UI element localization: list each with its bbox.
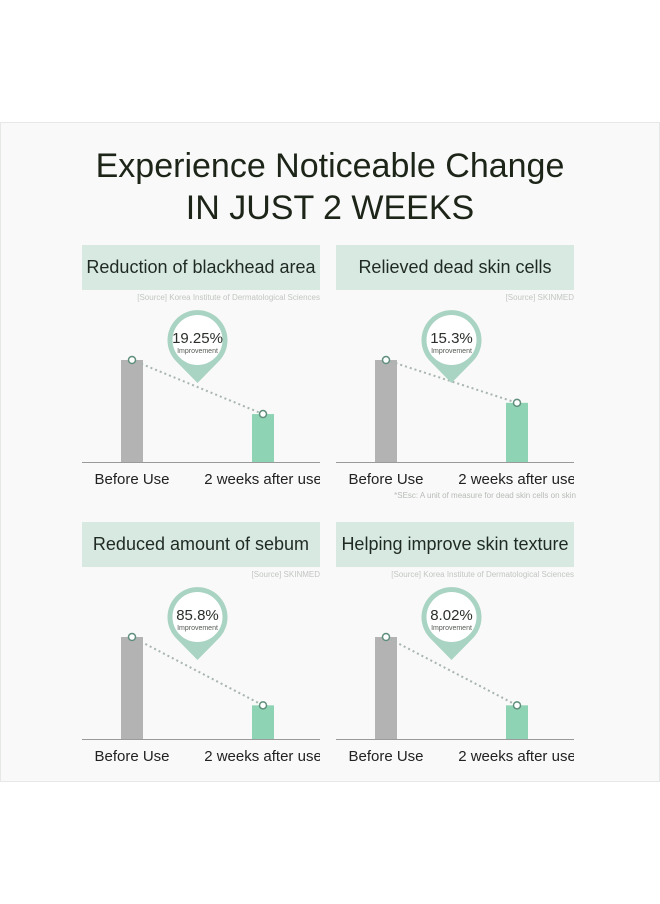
category-label: 2 weeks after use bbox=[458, 748, 574, 765]
page-title: Experience Noticeable Change bbox=[95, 147, 565, 185]
bar-chart: 8.02%Improvement Before Use 2 weeks after … bbox=[336, 587, 574, 765]
panel-heading: Reduced amount of sebum bbox=[82, 522, 320, 567]
category-label: Before Use bbox=[348, 471, 423, 488]
category-label: 2 weeks after use bbox=[458, 471, 574, 488]
improvement-pin-inner bbox=[172, 592, 223, 642]
bar-after bbox=[506, 705, 528, 739]
category-label: 2 weeks after use bbox=[204, 471, 320, 488]
improvement-label: Improvement bbox=[177, 348, 218, 355]
improvement-pin-inner bbox=[172, 315, 223, 365]
improvement-pin-inner bbox=[426, 592, 477, 642]
marker-after bbox=[512, 701, 522, 710]
bar-before bbox=[375, 637, 397, 739]
infographic-card bbox=[0, 122, 660, 782]
bar-before bbox=[121, 637, 143, 739]
panel-heading: Reduction of blackhead area bbox=[82, 245, 320, 290]
marker-after bbox=[512, 398, 522, 408]
improvement-label: Improvement bbox=[431, 625, 472, 632]
improvement-pin-inner bbox=[426, 315, 477, 365]
improvement-value: 15.3% bbox=[430, 330, 473, 347]
source-note: [Source] SKINMED bbox=[251, 570, 320, 579]
page-subtitle: IN JUST 2 WEEKS bbox=[185, 189, 475, 227]
improvement-value: 19.25% bbox=[172, 330, 223, 347]
bar-before bbox=[375, 360, 397, 462]
category-label: 2 weeks after use bbox=[204, 748, 320, 765]
panel-texture: Helping improve skin texture [Source] Ko… bbox=[336, 522, 574, 782]
marker-before bbox=[381, 355, 391, 365]
source-note: [Source] SKINMED bbox=[505, 293, 574, 302]
panel-heading: Relieved dead skin cells bbox=[336, 245, 574, 290]
bar-after bbox=[506, 402, 528, 462]
category-label: Before Use bbox=[94, 471, 169, 488]
panel-heading: Helping improve skin texture bbox=[336, 522, 574, 567]
improvement-label: Improvement bbox=[177, 625, 218, 632]
source-note: [Source] Korea Institute of Dermatologic… bbox=[391, 570, 574, 579]
category-label: Before Use bbox=[348, 748, 423, 765]
bar-after bbox=[252, 414, 274, 462]
bar-chart: 15.3%Improvement Before Use 2 weeks after … bbox=[336, 310, 574, 488]
bar-before bbox=[121, 360, 143, 462]
trend-line bbox=[131, 359, 264, 415]
bar-chart: 85.8%Improvement Before Use 2 weeks after … bbox=[82, 587, 320, 765]
marker-before bbox=[127, 355, 137, 365]
marker-after bbox=[258, 701, 268, 710]
source-note: [Source] Korea Institute of Dermatologic… bbox=[137, 293, 320, 302]
panel-dead-skin: Relieved dead skin cells [Source] SKINME… bbox=[336, 245, 576, 505]
panel-blackhead: Reduction of blackhead area [Source] Kor… bbox=[82, 245, 320, 505]
category-label: Before Use bbox=[94, 748, 169, 765]
bar-chart: 19.25%Improvement Before Use 2 weeks after… bbox=[82, 310, 320, 488]
bar-after bbox=[252, 705, 274, 739]
marker-before bbox=[381, 632, 391, 642]
marker-after bbox=[258, 409, 268, 419]
improvement-value: 85.8% bbox=[176, 607, 219, 624]
panel-sebum: Reduced amount of sebum [Source] SKINMED… bbox=[82, 522, 320, 782]
footnote: *SEsc: A unit of measure for dead skin c… bbox=[394, 491, 576, 500]
improvement-label: Improvement bbox=[431, 348, 472, 355]
marker-before bbox=[127, 632, 137, 642]
improvement-value: 8.02% bbox=[430, 607, 473, 624]
